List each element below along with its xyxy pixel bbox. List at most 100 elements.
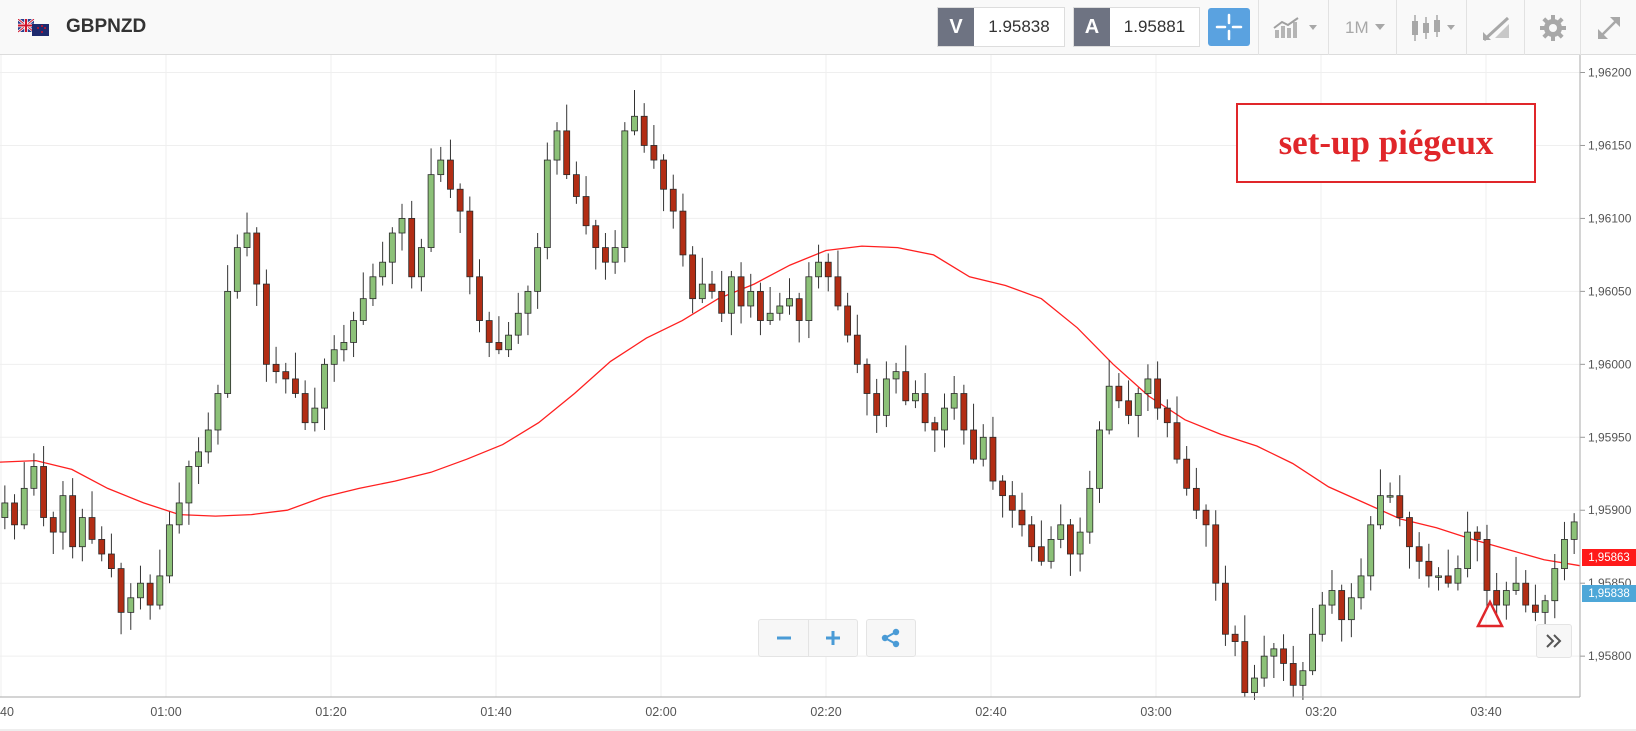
- timeframe-dropdown[interactable]: 1M: [1328, 0, 1396, 55]
- candle-body: [301, 393, 309, 424]
- x-tick-label: 01:40: [480, 705, 511, 719]
- y-tick-label: 1,96100: [1588, 211, 1632, 225]
- share-button[interactable]: [866, 619, 916, 657]
- candle-body: [379, 261, 387, 278]
- candle-body: [1289, 663, 1297, 686]
- sell-price: 1.95838: [988, 17, 1050, 36]
- candle-body: [108, 553, 115, 570]
- candle-body: [1357, 575, 1365, 599]
- candle-body: [59, 495, 67, 533]
- chart-type-button[interactable]: [1258, 0, 1328, 55]
- candle-body: [718, 290, 726, 314]
- candle-body: [243, 232, 251, 249]
- candle-body: [989, 436, 997, 482]
- candle-body: [1163, 407, 1171, 424]
- candle-body: [185, 466, 193, 504]
- candle-body: [1522, 582, 1530, 606]
- settings-button[interactable]: [1524, 0, 1580, 55]
- candle-body: [1086, 487, 1094, 533]
- candle-body: [1134, 393, 1142, 416]
- candle-body: [330, 349, 338, 365]
- buy-price-button[interactable]: A 1.95881: [1073, 7, 1200, 47]
- share-icon: [881, 628, 900, 648]
- x-tick-label: 03:40: [1470, 705, 1501, 719]
- candle-body: [543, 159, 551, 249]
- candle-body: [776, 305, 784, 314]
- candle-body: [1008, 495, 1016, 511]
- candle-body: [495, 342, 503, 351]
- zoom-out-button[interactable]: [758, 619, 808, 657]
- candle-body: [204, 429, 212, 453]
- chevron-down-icon: [1375, 24, 1385, 30]
- candle-body: [970, 429, 977, 460]
- candle-body: [863, 363, 871, 394]
- candle-body: [456, 188, 464, 212]
- candle-body: [359, 298, 367, 321]
- candle-body: [650, 145, 658, 161]
- candle-body: [873, 393, 881, 416]
- candle-body: [834, 276, 842, 307]
- candle-body: [766, 312, 774, 321]
- candle-body: [979, 436, 987, 460]
- x-tick-label: 03:20: [1305, 705, 1336, 719]
- candle-body: [1338, 590, 1346, 621]
- x-tick-label: 40: [0, 705, 14, 719]
- candle-body: [30, 466, 38, 489]
- candle-body: [1212, 524, 1220, 584]
- x-tick-label: 02:20: [810, 705, 841, 719]
- candle-body: [88, 517, 96, 540]
- candle-body: [795, 298, 803, 321]
- candle-body: [747, 290, 755, 307]
- candle-body: [1386, 495, 1394, 498]
- candle-body: [127, 597, 135, 613]
- candle-body: [1299, 670, 1307, 686]
- candle-body: [1483, 539, 1491, 591]
- candle-body: [1260, 655, 1268, 679]
- drawing-tools-icon: [1482, 16, 1510, 42]
- y-tick-label: 1,95950: [1588, 430, 1632, 444]
- candle-body: [166, 524, 173, 577]
- candle-body: [408, 218, 416, 278]
- candle-body: [1125, 400, 1132, 416]
- candle-body: [437, 159, 445, 176]
- candle-body: [1076, 531, 1084, 555]
- plus-icon: [826, 631, 840, 645]
- fullscreen-button[interactable]: [1580, 0, 1636, 55]
- candle-body: [321, 363, 328, 409]
- candle-body: [137, 582, 144, 599]
- moving-average-line: [0, 245, 1581, 567]
- candle-body: [1231, 633, 1239, 642]
- gear-icon: [1540, 15, 1566, 41]
- x-tick-label: 02:00: [645, 705, 676, 719]
- candle-body: [582, 196, 590, 227]
- price-chart[interactable]: 1,96200 1,96150 1,96100 1,96050 1,96000 1,959…: [0, 55, 1636, 731]
- candle-body: [292, 378, 299, 394]
- candle-body: [1202, 509, 1210, 526]
- candle-body: [1435, 575, 1442, 578]
- candle-body: [892, 371, 900, 380]
- candle-body: [1037, 546, 1045, 562]
- candle-body: [1377, 495, 1384, 526]
- candle-body: [1396, 495, 1404, 518]
- candle-body: [1173, 422, 1181, 460]
- candle-body: [1464, 531, 1471, 570]
- sell-price-button[interactable]: V 1.95838: [937, 7, 1065, 47]
- candle-body: [757, 290, 764, 321]
- zoom-in-button[interactable]: [808, 619, 858, 657]
- candle-body: [505, 334, 512, 351]
- y-tick-label: 1,96150: [1588, 138, 1632, 152]
- candle-body: [921, 393, 929, 424]
- candle-body: [999, 480, 1007, 497]
- candle-body: [1551, 568, 1559, 602]
- candle-body: [1309, 633, 1317, 672]
- drawing-tools-button[interactable]: [1466, 0, 1524, 55]
- symbol-title: GBPNZD: [66, 16, 147, 37]
- candle-body: [1, 502, 9, 518]
- candle-style-dropdown[interactable]: [1396, 0, 1466, 55]
- candle-body: [708, 283, 716, 292]
- crosshair-button[interactable]: [1208, 8, 1250, 46]
- setup-annotation: set-up piégeux: [1236, 103, 1536, 183]
- candle-body: [912, 393, 919, 402]
- candle-body: [1502, 590, 1510, 606]
- scroll-to-latest-button[interactable]: [1536, 624, 1572, 658]
